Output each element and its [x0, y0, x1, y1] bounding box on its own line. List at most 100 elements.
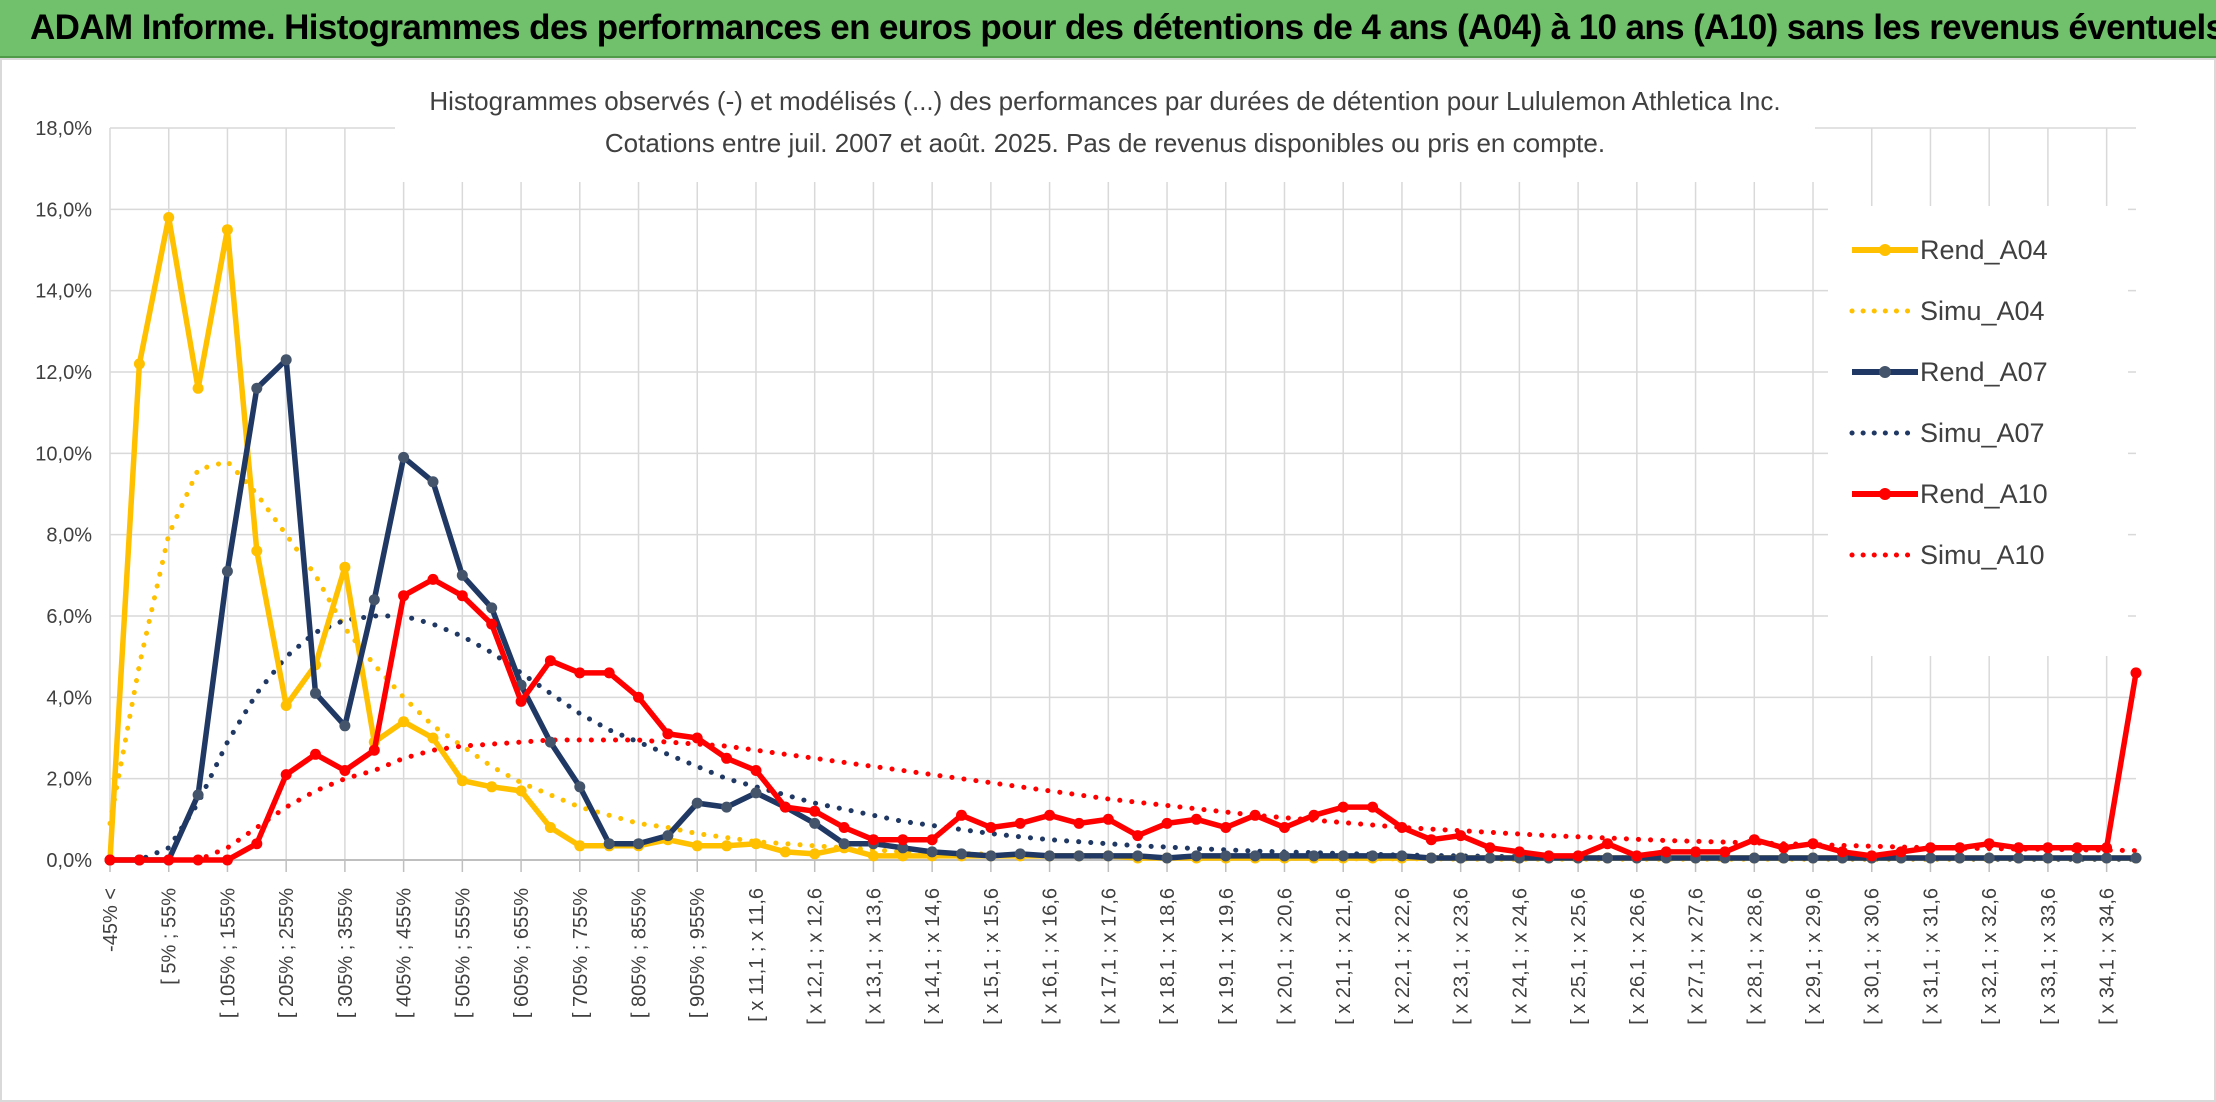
x-tick-label: [ x 26,1 ; x 26,6 — [1627, 888, 1649, 1025]
data-point — [280, 769, 292, 781]
data-point — [750, 787, 762, 799]
data-point — [867, 850, 879, 862]
legend-marker — [1879, 488, 1891, 500]
data-point — [1220, 850, 1232, 862]
series-line-Simu_A07 — [107, 613, 2139, 863]
data-point — [721, 840, 733, 852]
x-tick-label: [ 105% ; 155% — [217, 888, 239, 1018]
data-point — [1190, 813, 1202, 825]
data-point — [2013, 852, 2025, 864]
x-tick-label: [ 5% ; 55% — [159, 888, 181, 985]
data-point — [1102, 850, 1114, 862]
y-tick-label: 2,0% — [46, 769, 92, 791]
data-point — [1602, 838, 1613, 850]
data-point — [1954, 842, 1966, 854]
chart-title: Histogrammes observés (-) et modélisés (… — [429, 86, 1780, 116]
x-tick-label: [ x 12,1 ; x 12,6 — [805, 888, 827, 1025]
x-tick-label: [ x 24,1 ; x 24,6 — [1509, 888, 1531, 1025]
legend-label: Simu_A04 — [1920, 296, 2045, 326]
data-point — [486, 781, 498, 793]
data-point — [1161, 817, 1173, 829]
data-point — [544, 655, 556, 667]
legend-label: Rend_A07 — [1920, 357, 2048, 387]
x-tick-label: [ 405% ; 455% — [394, 888, 416, 1018]
data-point — [1954, 852, 1966, 864]
data-point — [1778, 842, 1790, 854]
x-tick-label: [ x 32,1 ; x 32,6 — [1979, 888, 2001, 1025]
data-point — [427, 476, 439, 488]
y-tick-label: 10,0% — [35, 443, 92, 465]
series-line-Rend_A10 — [110, 576, 2139, 863]
data-point — [1983, 852, 1995, 864]
x-tick-label: [ x 16,1 ; x 16,6 — [1040, 888, 1062, 1025]
data-point — [1778, 852, 1790, 864]
data-point — [310, 687, 321, 699]
data-point — [1895, 846, 1907, 858]
data-point — [926, 834, 938, 846]
data-point — [104, 854, 116, 866]
legend-item-Rend_A04: Rend_A04 — [1852, 235, 2048, 265]
data-point — [985, 822, 997, 833]
data-point — [1367, 850, 1379, 862]
data-point — [1543, 850, 1555, 862]
data-point — [1572, 850, 1584, 862]
data-point — [1014, 817, 1026, 829]
data-point — [1249, 809, 1261, 821]
x-tick-label: [ 305% ; 355% — [335, 888, 357, 1018]
data-point — [427, 732, 439, 744]
series-Rend_A10 — [104, 573, 2142, 866]
data-point — [1044, 809, 1056, 821]
chart-title-group: Histogrammes observés (-) et modélisés (… — [395, 76, 1815, 182]
data-point — [1279, 822, 1290, 833]
data-point — [1484, 842, 1496, 854]
data-point — [2013, 842, 2025, 854]
data-point — [456, 569, 468, 581]
data-point — [779, 846, 791, 858]
data-point — [603, 838, 615, 850]
data-point — [221, 854, 233, 866]
data-point — [221, 565, 233, 577]
x-tick-label: [ x 14,1 ; x 14,6 — [922, 888, 944, 1025]
x-tick-label: [ x 23,1 ; x 23,6 — [1451, 888, 1473, 1025]
data-point — [2101, 842, 2113, 854]
x-tick-label: [ x 20,1 ; x 20,6 — [1274, 888, 1296, 1025]
legend-background — [1828, 206, 2128, 656]
data-point — [1396, 850, 1408, 862]
x-tick-label: [ 205% ; 255% — [276, 888, 298, 1018]
data-point — [133, 854, 145, 866]
data-point — [1308, 850, 1320, 862]
data-point — [956, 848, 967, 860]
data-point — [339, 561, 351, 573]
data-point — [1308, 809, 1320, 821]
data-point — [1602, 852, 1613, 864]
x-tick-label: [ x 29,1 ; x 29,6 — [1803, 888, 1825, 1025]
data-point — [691, 797, 703, 809]
x-tick-label: [ x 22,1 ; x 22,6 — [1392, 888, 1414, 1025]
y-tick-label: 4,0% — [46, 687, 92, 709]
x-tick-label: [ x 34,1 ; x 34,6 — [2097, 888, 2119, 1025]
data-point — [163, 212, 175, 223]
legend-label: Simu_A07 — [1920, 418, 2045, 448]
data-point — [1719, 846, 1731, 858]
data-point — [721, 801, 733, 813]
data-point — [1925, 842, 1936, 854]
data-point — [2042, 842, 2054, 854]
data-point — [838, 822, 850, 833]
data-point — [1132, 850, 1144, 862]
legend-marker — [1879, 244, 1891, 256]
data-point — [398, 451, 410, 463]
data-point — [544, 736, 556, 748]
data-point — [1102, 813, 1114, 825]
data-point — [280, 700, 292, 711]
data-point — [163, 854, 175, 866]
data-point — [1807, 852, 1819, 864]
data-point — [1484, 852, 1496, 864]
data-point — [1396, 822, 1408, 833]
data-point — [427, 573, 439, 585]
data-point — [133, 358, 145, 370]
data-point — [2130, 852, 2142, 864]
data-point — [221, 224, 233, 236]
data-point — [956, 809, 967, 821]
page-title: ADAM Informe. Histogrammes des performan… — [30, 8, 2216, 47]
data-point — [1279, 850, 1290, 862]
